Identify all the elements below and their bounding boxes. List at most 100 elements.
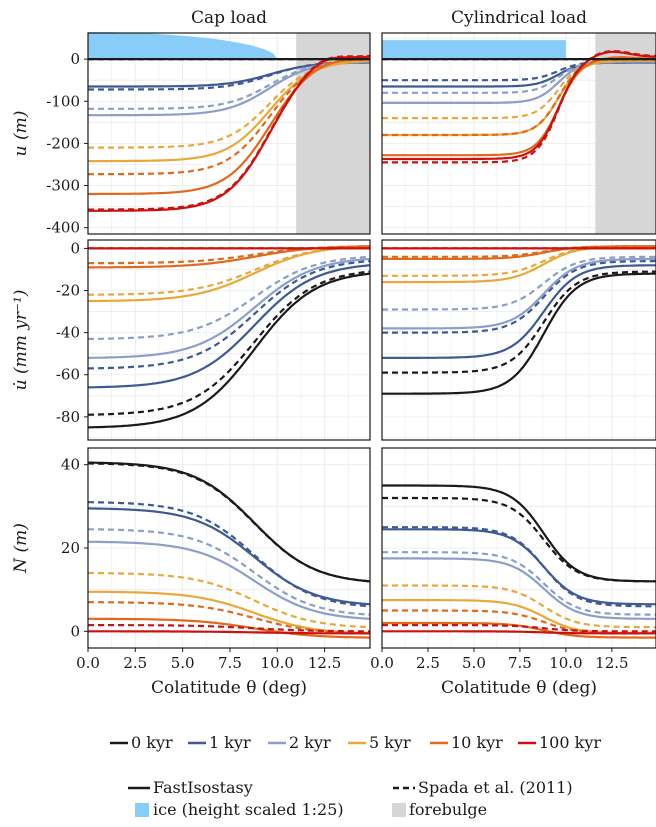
series-line-5-kyr-fastisostasy: [88, 59, 370, 163]
ice-load: [382, 40, 566, 60]
series-line-100-kyr-spada: [382, 624, 656, 633]
series-line-10-kyr-fastisostasy: [382, 245, 656, 260]
panel-2-1: 0 -20 -40 -60 -80 u̇ (mm yr⁻¹): [11, 239, 371, 441]
series-line-10-kyr-fastisostasy: [382, 621, 656, 639]
series-line-100-kyr-spada: [88, 624, 370, 633]
series-line-1-kyr-fastisostasy: [88, 507, 370, 606]
y-axis-label: N (m): [11, 523, 31, 574]
x-tick-label: 7.5: [508, 654, 532, 672]
series-line-10-kyr-spada: [88, 58, 370, 176]
series-line-0-kyr-fastisostasy: [382, 484, 656, 583]
forebulge-band: [595, 33, 656, 234]
series-line-1-kyr-spada: [88, 260, 370, 370]
legend: 0 kyr 1 kyr 2 kyr 5 kyr 10 kyr 100 kyr FastIso…: [110, 733, 601, 819]
panel-1-1: 0 -100 -200 -300 -400 u (m) Cap load: [11, 8, 371, 237]
x-tick-label: 0.0: [370, 654, 394, 672]
series-line-0-kyr-spada: [88, 270, 370, 416]
series-line-1-kyr-spada: [382, 526, 656, 608]
series-line-1-kyr-fastisostasy: [382, 264, 656, 359]
grid: [87, 240, 370, 440]
x-axis-label: Colatitude θ (deg): [441, 678, 597, 698]
series-line-5-kyr-fastisostasy: [382, 599, 656, 635]
series-line-0-kyr-fastisostasy: [88, 272, 370, 429]
series-line-2-kyr-spada: [382, 551, 656, 616]
series-line-0-kyr-spada: [382, 270, 656, 374]
series-lines: [382, 484, 656, 639]
y-tick-label: -40: [56, 324, 80, 342]
series-lines: [88, 54, 370, 212]
series-lines: [382, 50, 656, 164]
x-tick-label: 0.0: [76, 654, 100, 672]
series-line-0-kyr-spada: [382, 496, 656, 583]
y-tick-label: -80: [56, 408, 80, 426]
x-tick-label: 12.5: [308, 654, 341, 672]
series-line-2-kyr-fastisostasy: [382, 557, 656, 620]
series-lines: [88, 461, 370, 639]
x-tick-label: 2.5: [416, 654, 440, 672]
series-line-5-kyr-spada: [88, 245, 370, 296]
legend-label: FastIsostasy: [153, 778, 253, 797]
series-line-2-kyr-spada: [88, 60, 370, 110]
series-line-10-kyr-fastisostasy: [88, 58, 370, 196]
y-tick-label: -60: [56, 366, 80, 384]
series-line-5-kyr-spada: [382, 59, 656, 120]
y-tick-label: 0: [70, 50, 80, 68]
series-lines: [382, 245, 656, 395]
panel-frame: [87, 32, 371, 235]
y-tick-label: 0: [70, 239, 80, 257]
series-line-1-kyr-spada: [88, 60, 370, 91]
panel-2-2: [381, 239, 656, 441]
x-tick-label: 2.5: [123, 654, 147, 672]
y-axis-label: u (m): [11, 111, 31, 157]
series-line-0-kyr-fastisostasy: [88, 461, 370, 583]
legend-label: 5 kyr: [369, 733, 411, 752]
x-tick-label: 7.5: [218, 654, 242, 672]
series-line-0-kyr-fastisostasy: [382, 272, 656, 395]
column-title: Cap load: [191, 8, 267, 28]
legend-swatch-ice: [135, 803, 149, 817]
legend-label: 2 kyr: [289, 733, 331, 752]
panel-1-2: Cylindrical load: [381, 8, 656, 235]
series-line-10-kyr-spada: [382, 245, 656, 258]
y-tick-label: -200: [46, 134, 80, 152]
panel-3-2: 0.0 2.5 5.0 7.5 10.0 12.5 Colatitude θ (deg): [370, 447, 656, 698]
y-tick-label: -300: [46, 177, 80, 195]
series-line-100-kyr-spada: [382, 50, 656, 164]
legend-swatch-forebulge: [392, 803, 406, 817]
series-line-0-kyr-spada: [88, 462, 370, 583]
series-line-2-kyr-fastisostasy: [88, 257, 370, 359]
series-line-100-kyr-fastisostasy: [382, 630, 656, 635]
series-line-1-kyr-fastisostasy: [88, 264, 370, 389]
panel-frame: [381, 447, 656, 649]
y-tick-label: -400: [46, 219, 80, 237]
x-tick-label: 12.5: [595, 654, 628, 672]
column-title: Cylindrical load: [451, 8, 587, 28]
series-line-1-kyr-fastisostasy: [382, 528, 656, 606]
series-line-100-kyr-spada: [88, 54, 370, 211]
series-line-10-kyr-fastisostasy: [88, 617, 370, 639]
legend-label: ice (height scaled 1:25): [153, 800, 344, 819]
series-line-10-kyr-spada: [88, 601, 370, 635]
legend-label: 1 kyr: [209, 733, 251, 752]
series-line-2-kyr-spada: [382, 255, 656, 311]
y-tick-label: 40: [61, 456, 80, 474]
panel-frame: [381, 32, 656, 235]
y-tick-label: -20: [56, 282, 80, 300]
x-tick-label: 5.0: [171, 654, 195, 672]
panel-frame: [87, 239, 371, 441]
series-line-10-kyr-spada: [382, 56, 656, 137]
series-line-1-kyr-spada: [88, 501, 370, 608]
y-tick-label: 0: [70, 622, 80, 640]
x-axis-label: Colatitude θ (deg): [151, 678, 307, 698]
series-line-2-kyr-fastisostasy: [88, 540, 370, 620]
series-line-100-kyr-fastisostasy: [382, 50, 656, 161]
x-tick-label: 10.0: [549, 654, 582, 672]
series-line-2-kyr-fastisostasy: [382, 257, 656, 330]
y-tick-label: 20: [61, 539, 80, 557]
legend-label: Spada et al. (2011): [418, 778, 573, 797]
series-line-5-kyr-spada: [382, 584, 656, 629]
y-tick-label: -100: [46, 92, 80, 110]
legend-label: forebulge: [409, 800, 487, 819]
y-axis-label: u̇ (mm yr⁻¹): [11, 290, 31, 391]
